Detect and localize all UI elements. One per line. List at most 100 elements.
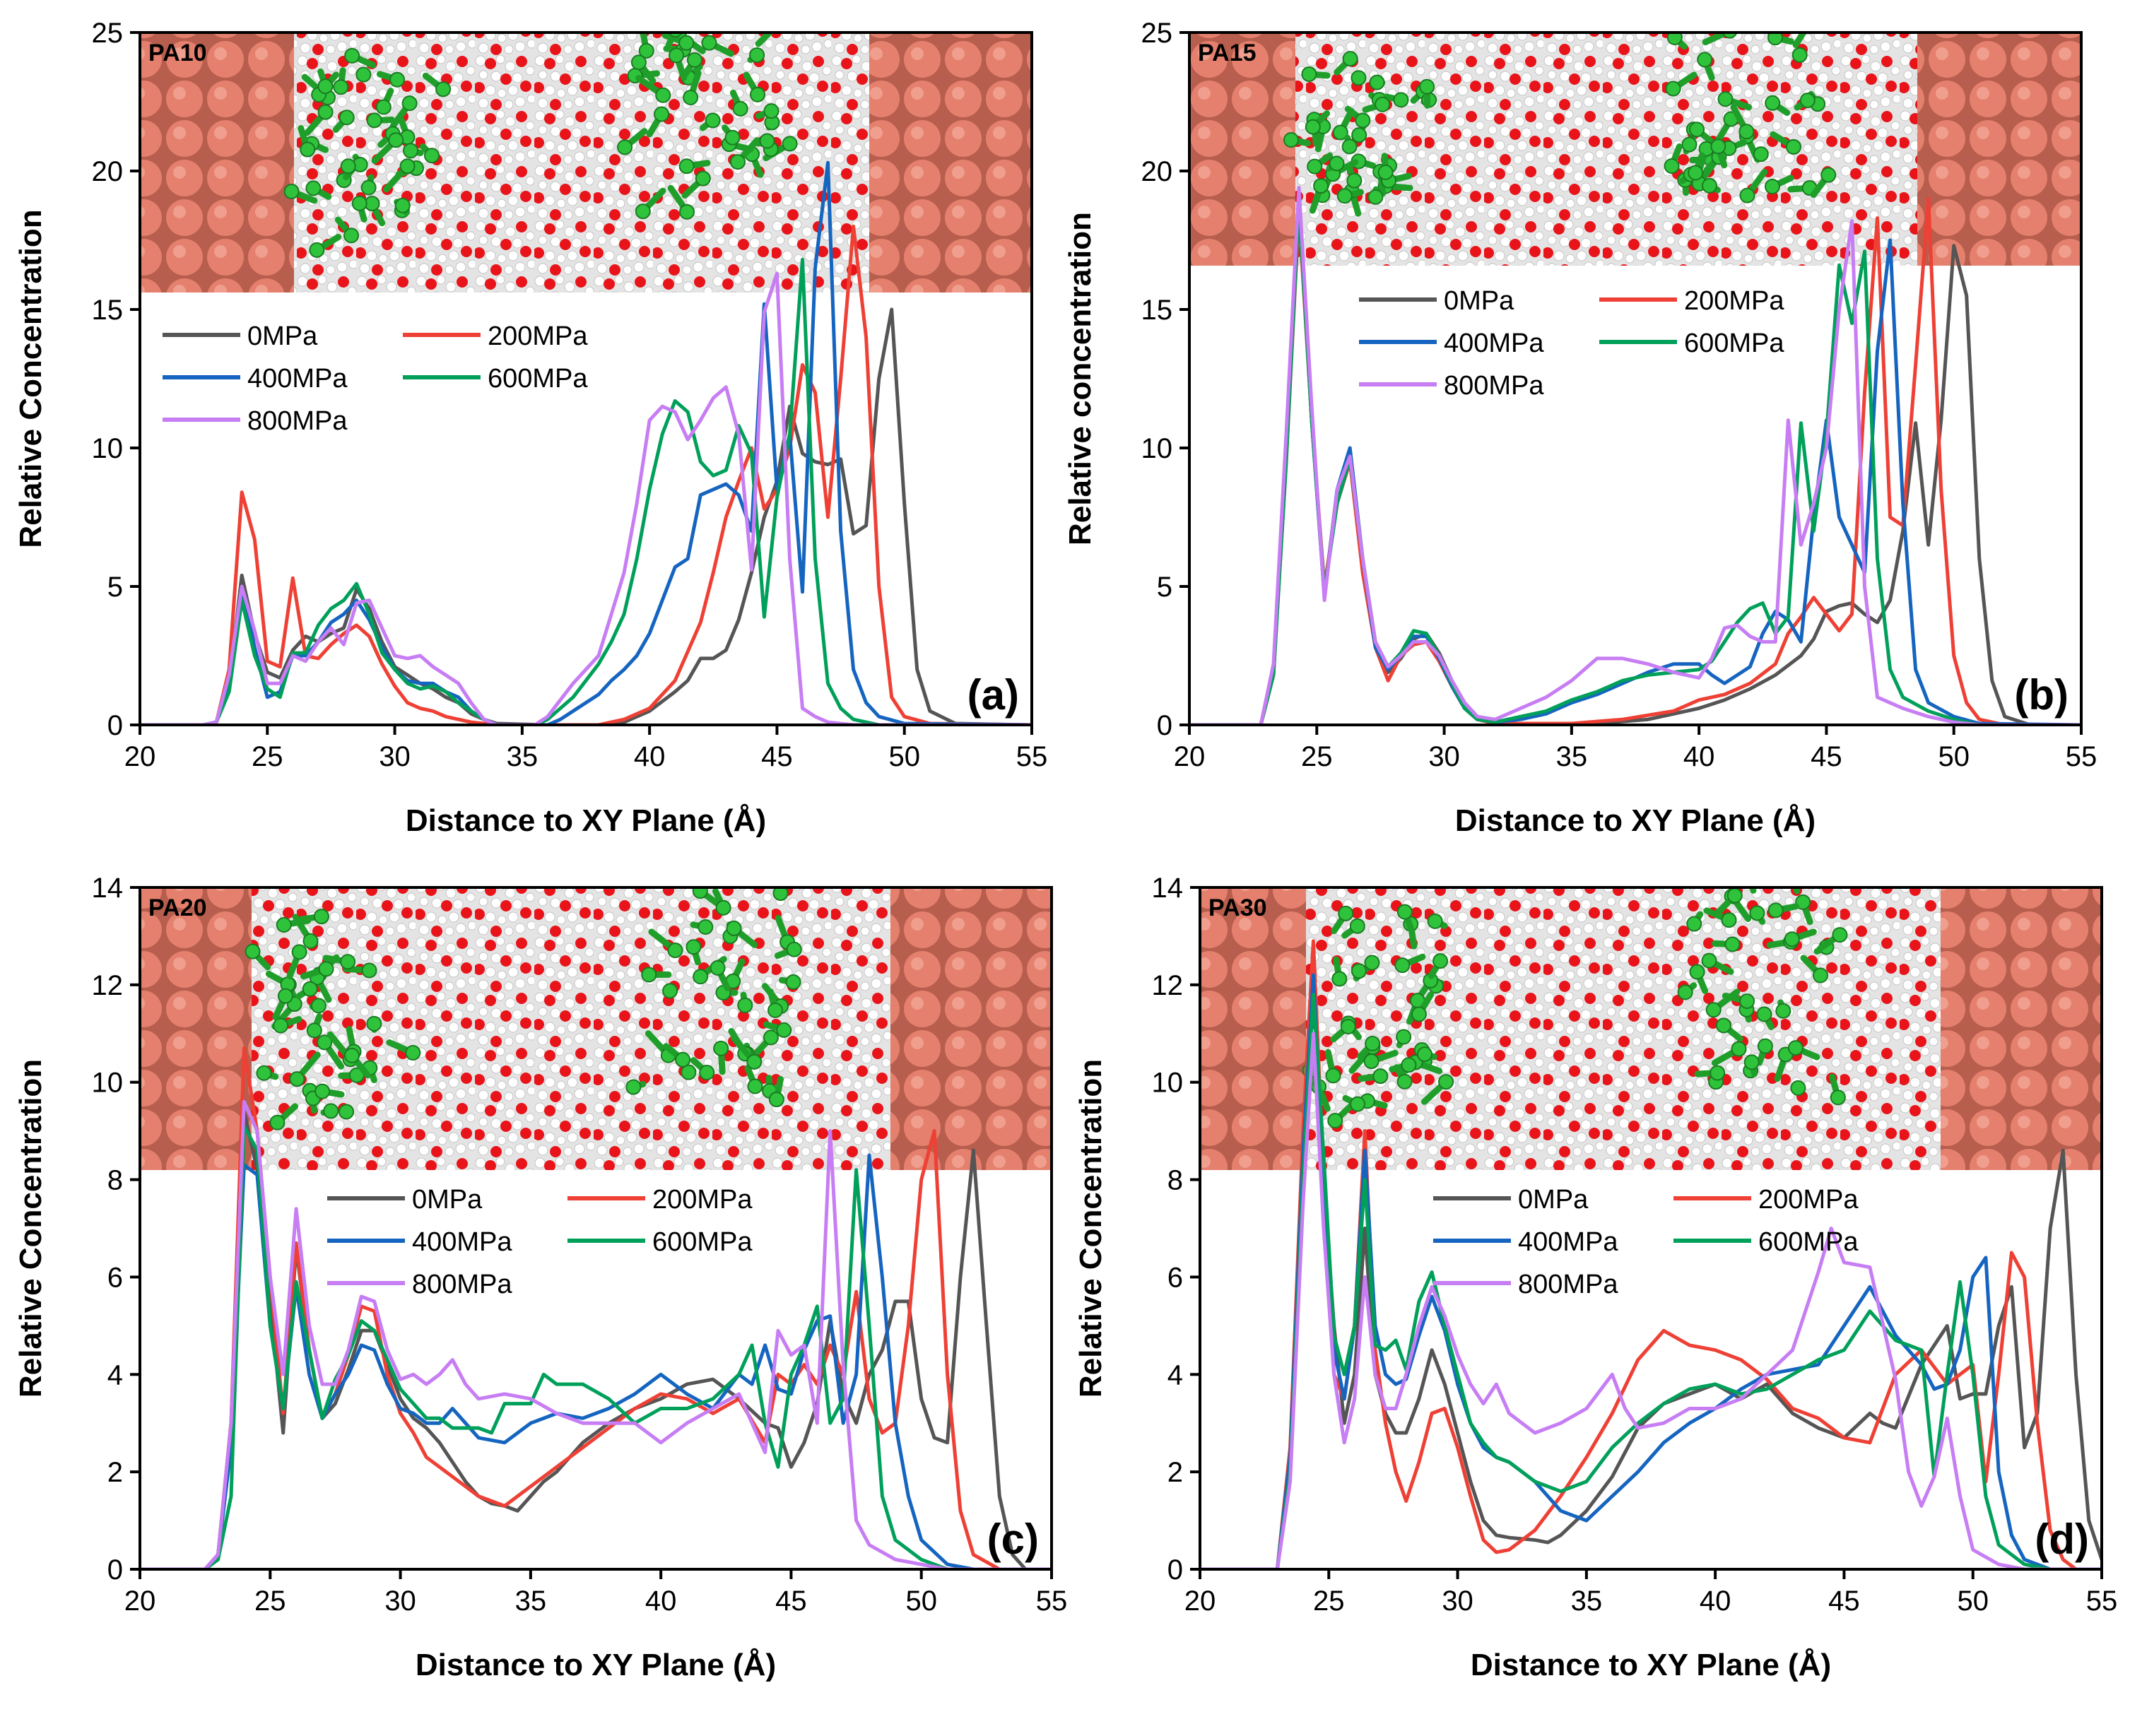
- legend-label-200mpa: 200MPa: [652, 1185, 753, 1215]
- panel-label: (d): [2035, 1516, 2089, 1563]
- y-tick-label: 10: [92, 1068, 124, 1099]
- legend-label-800mpa: 800MPa: [412, 1270, 512, 1299]
- legend-label-400mpa: 400MPa: [1444, 329, 1544, 358]
- copper-wall-left: [1200, 887, 1306, 1170]
- y-tick-label: 25: [1141, 18, 1173, 49]
- legend: 0MPa 200MPa 400MPa 600MPa 800MPa: [163, 321, 588, 436]
- chart-panel-b: PA15 0MPa 200MPa 400MPa 600MPa 800MPa 20 25 30 35…: [1063, 18, 2097, 838]
- x-tick-label: 35: [1556, 741, 1588, 772]
- copper-wall-left: [140, 33, 294, 293]
- legend-label-0mpa: 0MPa: [247, 321, 318, 351]
- y-tick-label: 10: [1141, 433, 1173, 464]
- x-tick-label: 40: [1700, 1586, 1731, 1617]
- legend-label-200mpa: 200MPa: [1758, 1185, 1859, 1215]
- plot-frame: [1199, 886, 2103, 1571]
- legend-label-200mpa: 200MPa: [1684, 286, 1784, 316]
- legend-label-600mpa: 600MPa: [488, 364, 588, 394]
- panel-label: (c): [987, 1516, 1039, 1563]
- legend-label-400mpa: 400MPa: [247, 364, 348, 394]
- y-tick-label: 6: [1167, 1262, 1183, 1293]
- plot-frame: [1188, 31, 2083, 726]
- legend-label-600mpa: 600MPa: [1684, 329, 1784, 358]
- y-axis-label: Relative Concentration: [1073, 1059, 1108, 1398]
- y-tick-label: 14: [1152, 873, 1184, 904]
- series-line-800mpa: [1200, 1032, 2102, 1569]
- series-line-0mpa: [140, 307, 1032, 725]
- x-axis: 20 25 30 35 40 45 50 55 Distance to XY Plane (Å): [1184, 1569, 2117, 1682]
- x-tick-label: 25: [1313, 1586, 1345, 1617]
- y-tick-label: 4: [1167, 1359, 1183, 1390]
- x-tick-label: 45: [761, 741, 793, 772]
- y-tick-label: 8: [1167, 1165, 1183, 1196]
- series-line-600mpa: [1200, 993, 2102, 1569]
- polymer-cluster: [1677, 887, 1848, 1106]
- y-tick-label: 25: [92, 18, 124, 49]
- x-tick-label: 35: [507, 741, 539, 772]
- x-tick-label: 55: [1036, 1586, 1068, 1617]
- y-axis: 0 2 4 6 8 10 12 14 Relative Concentration: [13, 873, 140, 1586]
- y-tick-label: 14: [92, 873, 124, 904]
- x-tick-label: 20: [1184, 1586, 1216, 1617]
- legend-label-600mpa: 600MPa: [1758, 1227, 1859, 1257]
- legend-label-400mpa: 400MPa: [412, 1227, 512, 1257]
- x-tick-label: 35: [1571, 1586, 1603, 1617]
- x-tick-label: 40: [645, 1586, 677, 1617]
- x-tick-label: 30: [1428, 741, 1460, 772]
- x-tick-label: 20: [124, 741, 156, 772]
- y-axis-label: Relative Concentration: [13, 209, 48, 548]
- x-tick-label: 55: [2066, 741, 2097, 772]
- y-tick-label: 5: [1157, 572, 1172, 603]
- x-tick-label: 40: [1683, 741, 1715, 772]
- y-tick-label: 20: [92, 156, 124, 187]
- series-line-800mpa: [140, 271, 1032, 725]
- inset-label: PA15: [1198, 40, 1257, 66]
- legend-label-0mpa: 0MPa: [412, 1185, 483, 1215]
- series-line-800mpa: [1189, 186, 2081, 725]
- y-tick-label: 8: [107, 1165, 123, 1196]
- series-lines: [1189, 186, 2081, 725]
- legend: 0MPa 200MPa 400MPa 600MPa 800MPa: [327, 1185, 753, 1299]
- x-tick-label: 35: [515, 1586, 547, 1617]
- series-lines: [1200, 939, 2102, 1569]
- legend-label-600mpa: 600MPa: [652, 1227, 753, 1257]
- y-axis: 0 5 10 15 20 25 Relative Concentration: [13, 18, 140, 741]
- legend-label-800mpa: 800MPa: [247, 406, 348, 436]
- y-tick-label: 15: [1141, 295, 1173, 326]
- x-tick-label: 30: [379, 741, 411, 772]
- polymer-cluster: [1283, 51, 1437, 217]
- x-tick-label: 50: [1957, 1586, 1989, 1617]
- plot-frame: [139, 31, 1033, 726]
- polymer-cluster: [1664, 33, 1837, 203]
- y-tick-label: 12: [1152, 970, 1184, 1001]
- polymer-cluster: [283, 47, 452, 258]
- series-line-0mpa: [1200, 968, 2102, 1569]
- series-line-800mpa: [140, 1099, 1052, 1569]
- legend: 0MPa 200MPa 400MPa 600MPa 800MPa: [1433, 1185, 1859, 1299]
- x-tick-label: 45: [1811, 741, 1842, 772]
- series-line-0mpa: [1189, 196, 2081, 725]
- x-tick-label: 50: [905, 1586, 937, 1617]
- y-tick-label: 2: [1167, 1457, 1183, 1488]
- y-axis: 0 2 4 6 8 10 12 14 Relative Concentration: [1073, 873, 1200, 1586]
- y-tick-label: 20: [1141, 156, 1173, 187]
- y-tick-label: 0: [107, 1554, 123, 1586]
- x-tick-label: 25: [252, 741, 283, 772]
- series-line-600mpa: [1189, 202, 2081, 725]
- y-tick-label: 12: [92, 970, 124, 1001]
- y-axis-label: Relative concentration: [1063, 212, 1098, 545]
- legend-label-200mpa: 200MPa: [488, 321, 588, 351]
- series-line-400mpa: [140, 160, 1032, 725]
- y-tick-label: 6: [107, 1262, 123, 1293]
- x-tick-label: 30: [384, 1586, 416, 1617]
- y-tick-label: 5: [107, 572, 123, 603]
- x-axis: 20 25 30 35 40 45 50 55 Distance to XY Plane (Å): [124, 1569, 1068, 1682]
- y-tick-label: 0: [1157, 710, 1172, 741]
- legend-label-800mpa: 800MPa: [1444, 371, 1544, 401]
- polymer-cluster: [625, 887, 802, 1108]
- y-tick-label: 2: [107, 1457, 123, 1488]
- inset-snapshot: PA30: [1200, 887, 2102, 1170]
- x-tick-label: 45: [775, 1586, 807, 1617]
- x-tick-label: 25: [254, 1586, 286, 1617]
- water-region: [1295, 33, 1917, 266]
